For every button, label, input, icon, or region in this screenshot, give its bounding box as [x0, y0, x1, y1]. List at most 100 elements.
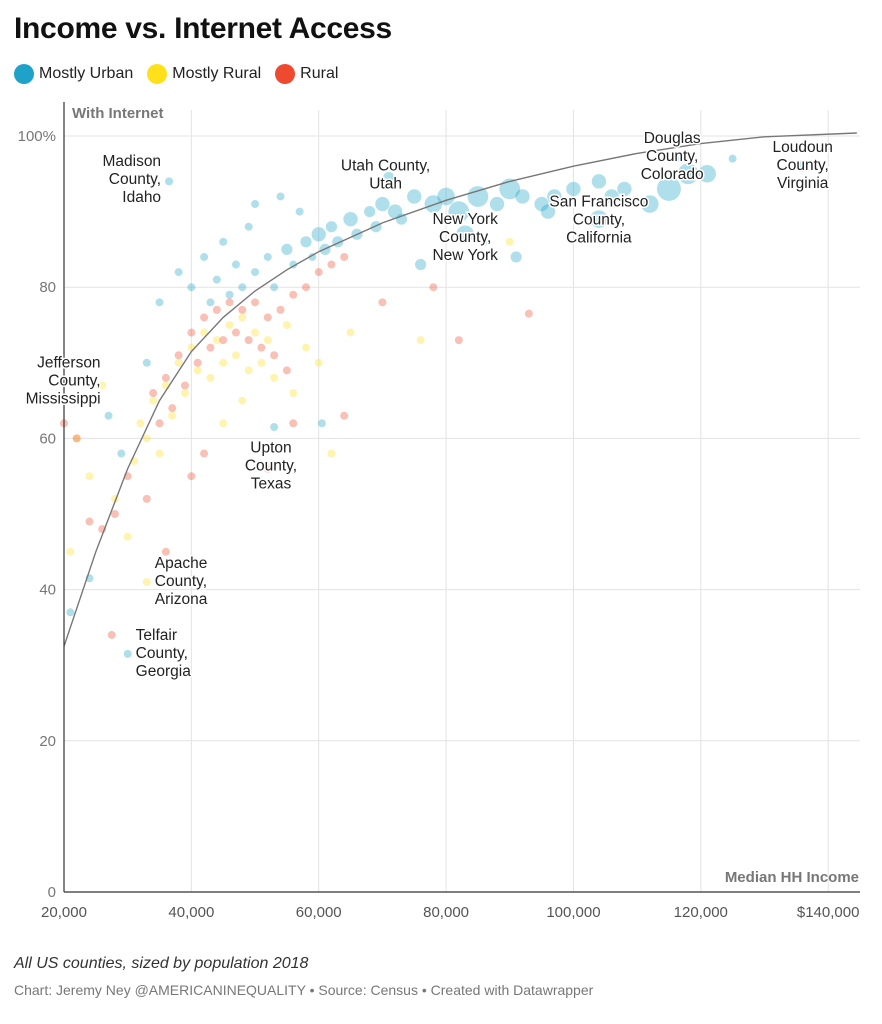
annotation-label: Jefferson — [37, 355, 100, 372]
data-point — [524, 309, 533, 318]
data-point — [489, 196, 505, 212]
data-point — [238, 396, 247, 405]
annotation-label: Georgia — [136, 663, 192, 680]
annotation-label: County, — [646, 148, 698, 165]
data-point — [415, 258, 427, 271]
data-point — [325, 221, 338, 233]
data-point — [424, 195, 443, 213]
data-point — [206, 343, 215, 352]
legend-item-rural: Rural — [275, 64, 338, 84]
data-point — [244, 366, 253, 375]
annotation-label: Texas — [251, 475, 292, 492]
legend-item-mostly-rural: Mostly Rural — [147, 64, 261, 84]
data-point — [797, 160, 809, 172]
data-point — [168, 404, 177, 413]
data-point — [437, 187, 455, 206]
data-point — [416, 336, 425, 345]
data-point — [270, 351, 279, 360]
data-point — [429, 283, 438, 292]
annotation-label: California — [566, 230, 632, 247]
data-point — [728, 154, 737, 163]
annotation-label: County, — [777, 157, 829, 174]
data-point — [225, 290, 234, 299]
data-point — [142, 358, 151, 367]
data-point — [149, 396, 158, 405]
data-point — [85, 517, 94, 526]
data-point — [251, 298, 260, 307]
data-point — [370, 221, 382, 233]
data-point — [317, 419, 326, 428]
data-point — [364, 206, 376, 218]
annotation-label: Mississippi — [26, 391, 101, 408]
legend-label-rural: Rural — [300, 65, 339, 82]
trend-line — [63, 132, 857, 647]
y-tick-label: 20 — [39, 733, 56, 750]
annotation-label: Idaho — [122, 189, 161, 206]
data-point — [117, 449, 126, 458]
data-point — [263, 252, 272, 261]
legend-swatch-mostly-urban — [14, 64, 34, 84]
data-point — [161, 373, 170, 382]
legend-swatch-rural — [275, 64, 296, 84]
annotation-label: San Francisco — [549, 194, 648, 211]
data-point — [340, 411, 349, 420]
data-point — [677, 154, 686, 163]
data-point — [327, 260, 336, 269]
annotation-label: County, — [573, 212, 625, 229]
y-tick-label: 100% — [18, 128, 56, 145]
annotation-label: Madison — [102, 153, 161, 170]
x-tick-label: 40,000 — [168, 904, 214, 921]
x-tick-label: 80,000 — [423, 904, 469, 921]
data-point — [219, 336, 228, 345]
data-point — [155, 419, 164, 428]
data-point — [187, 328, 196, 337]
annotation-label: Colorado — [641, 166, 704, 183]
data-point — [604, 189, 619, 204]
data-point — [289, 419, 298, 428]
data-point — [231, 351, 240, 360]
data-point — [282, 321, 291, 329]
data-point — [257, 358, 266, 367]
data-point — [534, 196, 549, 212]
chart-title: Income vs. Internet Access — [14, 12, 392, 45]
legend-swatch-mostly-rural — [147, 64, 168, 84]
data-point — [510, 251, 522, 263]
data-point — [340, 252, 349, 261]
data-point — [180, 381, 189, 390]
y-tick-label: 40 — [39, 582, 56, 599]
data-point — [263, 336, 272, 345]
data-point — [263, 464, 272, 473]
data-point — [281, 243, 293, 255]
x-tick-label: 20,000 — [41, 904, 87, 921]
data-point — [206, 298, 215, 307]
data-point — [187, 283, 196, 292]
data-point — [212, 305, 221, 314]
data-point — [282, 366, 291, 375]
y-axis-label: With Internet — [72, 105, 164, 122]
data-point — [276, 305, 285, 314]
data-point — [547, 189, 562, 204]
data-point — [566, 181, 581, 197]
data-point — [231, 328, 240, 337]
data-point — [375, 196, 390, 212]
data-point — [327, 449, 336, 458]
trend-line-path — [63, 132, 857, 647]
data-point — [149, 389, 158, 398]
data-point — [206, 373, 215, 382]
data-point — [238, 313, 247, 322]
data-point — [311, 227, 326, 242]
data-point — [161, 547, 170, 556]
annotation-label: Loudoun — [773, 139, 833, 156]
axes: 0 20 40 60 80 100% 20,000 40,000 60,000 80,000 100… — [18, 102, 860, 921]
data-point — [219, 358, 228, 367]
data-point — [155, 449, 164, 458]
legend: Mostly Urban Mostly Rural Rural — [14, 64, 338, 84]
chart-credit: Chart: Jeremy Ney @AMERICANINEQUALITY • … — [14, 982, 594, 998]
data-point — [276, 192, 285, 201]
data-point — [270, 283, 279, 292]
annotation-label: Upton — [250, 439, 291, 456]
data-point — [200, 313, 209, 322]
data-point — [123, 532, 132, 541]
data-points — [60, 154, 809, 658]
data-point — [698, 165, 716, 183]
